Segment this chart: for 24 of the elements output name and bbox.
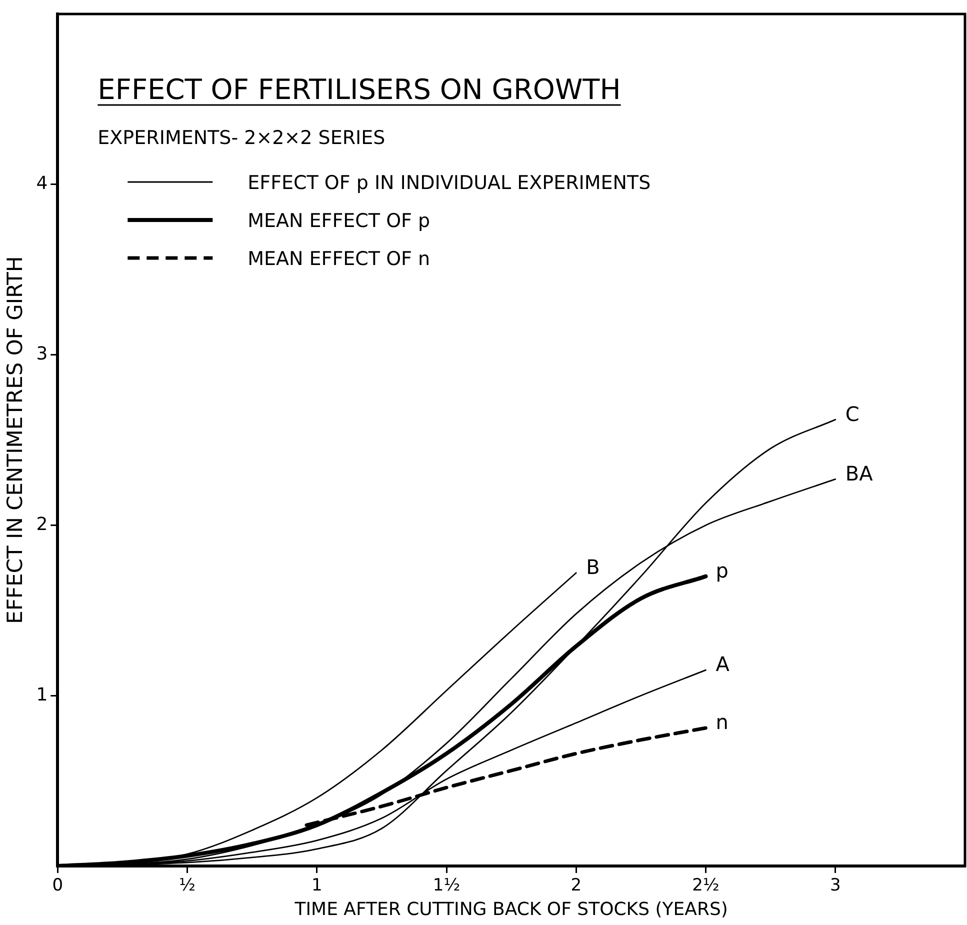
y-tick-label: 3 (36, 343, 48, 364)
annotation: MEAN EFFECT OF n (248, 248, 430, 270)
x-tick-label: 3 (830, 876, 841, 896)
x-tick-label: 1½ (432, 876, 460, 896)
series-label: p (716, 558, 728, 583)
x-tick-label: 0 (52, 876, 64, 896)
annotation: EFFECT OF p IN INDIVIDUAL EXPERIMENTS (248, 172, 651, 194)
series-label: A (716, 652, 730, 676)
annotation: MEAN EFFECT OF p (248, 210, 430, 232)
x-tick-label: 2 (570, 876, 582, 896)
y-tick-label: 4 (36, 173, 48, 194)
x-tick-label: 1 (311, 876, 322, 896)
series-label: C (845, 402, 860, 426)
series-label: B (586, 555, 600, 580)
y-tick-label: 2 (36, 514, 48, 535)
series-label: BA (845, 461, 874, 486)
text: EFFECT OF FERTILISERS ON GROWTH (98, 73, 621, 106)
series-label: n (716, 710, 728, 734)
y-axis-title: EFFECT IN CENTIMETRES OF GIRTH (3, 256, 28, 624)
x-tick-label: 2½ (692, 876, 720, 896)
x-tick-label: ½ (179, 876, 196, 896)
y-tick-label: 1 (36, 684, 48, 706)
text: EXPERIMENTS- 2×2×2 SERIES (98, 127, 386, 149)
x-axis-title: TIME AFTER CUTTING BACK OF STOCKS (YEARS) (294, 898, 728, 920)
